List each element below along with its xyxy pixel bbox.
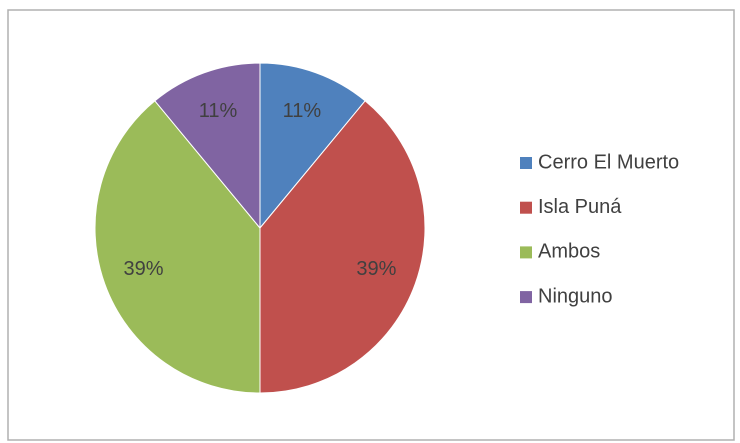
legend-label: Ninguno	[538, 285, 613, 307]
legend-swatch	[520, 291, 532, 304]
legend-swatch	[520, 201, 532, 214]
data-label: 39%	[356, 258, 396, 280]
legend-swatch	[520, 157, 532, 169]
legend-label: Ambos	[538, 241, 600, 263]
data-label: 11%	[283, 100, 322, 122]
legend-label: Cerro El Muerto	[538, 151, 679, 173]
pie-slice	[259, 62, 366, 230]
pie-slice	[154, 62, 261, 230]
legend-label: Isla Puná	[538, 196, 622, 218]
data-label: 39%	[124, 258, 164, 280]
data-label: 11%	[199, 100, 238, 122]
legend-swatch	[520, 246, 532, 259]
pie-slice	[94, 100, 261, 394]
pie-slice	[259, 100, 426, 394]
